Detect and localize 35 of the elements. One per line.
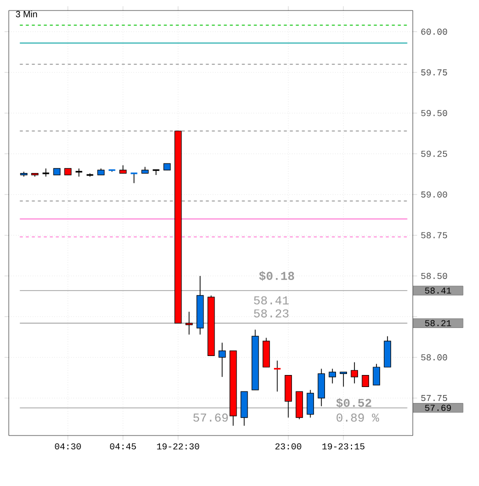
y-tick-label: 59.50 — [421, 110, 448, 116]
candlestick — [350, 362, 358, 384]
x-tick-label: 04:30 — [54, 443, 81, 450]
x-tick-label: 04:45 — [110, 443, 136, 450]
ref-line-label: 58.21 — [425, 320, 452, 326]
candlestick — [306, 390, 314, 418]
annotation: 57.69 — [193, 414, 228, 422]
candlestick — [340, 372, 347, 388]
annotation: $0.52 — [336, 398, 372, 408]
candlestick — [362, 374, 370, 387]
candlestick — [273, 360, 282, 392]
chart-title: 3 Min — [16, 10, 37, 18]
x-tick-label: 23:00 — [275, 443, 302, 450]
y-tick-label: 60.00 — [421, 28, 448, 35]
annotation: $0.18 — [259, 271, 294, 281]
y-tick-label: 59.25 — [421, 150, 448, 157]
candlestick — [372, 363, 380, 386]
y-tick-label: 58.50 — [421, 272, 448, 279]
candlestick — [130, 172, 138, 184]
x-tick-label: 19-22:30 — [157, 443, 200, 450]
candlestick — [152, 169, 160, 176]
y-tick-label: 59.75 — [421, 69, 448, 76]
candlestick — [218, 342, 226, 378]
annotation: 0.89 % — [336, 414, 380, 422]
x-tick-label: 19-23:15 — [322, 443, 364, 450]
candlestick — [74, 168, 84, 178]
y-tick-label: 58.75 — [421, 232, 448, 238]
ref-line-label: 58.41 — [425, 288, 452, 294]
y-tick-label: 58.00 — [421, 354, 448, 360]
y-tick-label: 57.75 — [421, 395, 448, 402]
ref-line-label: 57.69 — [425, 404, 451, 411]
candlestick — [328, 368, 336, 384]
y-tick-label: 59.00 — [421, 191, 448, 198]
annotation: 58.23 — [254, 309, 288, 318]
annotation: 58.41 — [254, 296, 289, 304]
